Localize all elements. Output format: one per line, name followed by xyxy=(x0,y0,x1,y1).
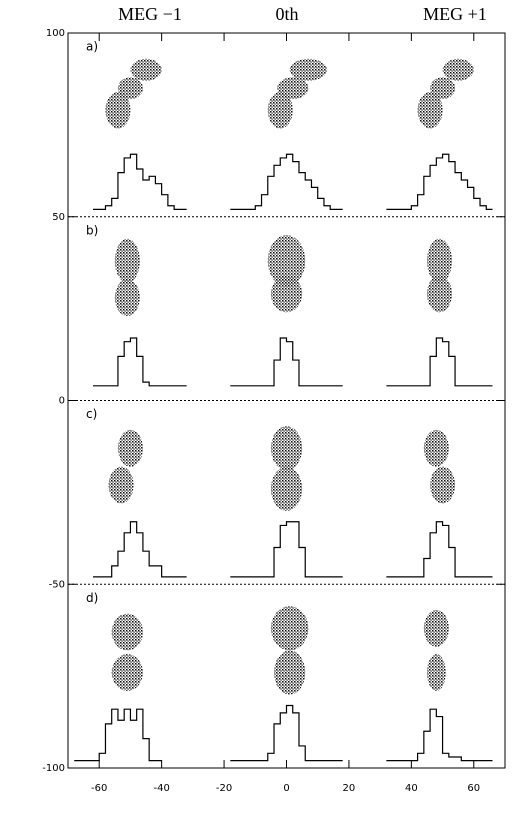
y-tick-label: -100 xyxy=(42,763,65,774)
panel-label: d) xyxy=(86,591,98,605)
scatter-cloud xyxy=(267,235,306,287)
x-tick-label: 20 xyxy=(343,783,356,794)
histogram xyxy=(230,153,343,210)
scatter-cloud xyxy=(289,58,328,81)
scatter-cloud xyxy=(130,58,162,81)
scatter-cloud xyxy=(270,466,303,511)
scatter-cloud xyxy=(117,429,143,467)
scatter-cloud xyxy=(442,58,474,81)
column-title: MEG +1 xyxy=(423,4,487,24)
histogram xyxy=(230,337,343,387)
x-tick-label: 0 xyxy=(283,783,289,794)
scatter-cloud xyxy=(114,279,140,316)
x-tick-label: -20 xyxy=(216,783,232,794)
panel-label: b) xyxy=(86,223,98,237)
scatter-cloud xyxy=(117,77,143,100)
y-tick-label: 100 xyxy=(46,28,65,39)
x-tick-label: 40 xyxy=(405,783,418,794)
scatter-cloud xyxy=(111,613,143,651)
panel-label: a) xyxy=(86,40,98,54)
histogram xyxy=(386,337,493,387)
scatter-cloud xyxy=(423,609,449,647)
histogram xyxy=(230,704,343,762)
x-tick-label: -40 xyxy=(153,783,169,794)
scatter-cloud xyxy=(426,275,452,313)
scatter-cloud xyxy=(426,654,446,691)
scatter-cloud xyxy=(111,654,143,691)
histogram xyxy=(74,708,162,762)
x-tick-label: -60 xyxy=(91,783,107,794)
scatter-cloud xyxy=(274,650,306,695)
plot-content: MEG −1 0th MEG +1 -60 -40 -20 0 20 40 60 -100 -50 0 5… xyxy=(42,4,505,794)
scatter-cloud xyxy=(108,466,134,504)
x-tick-label: 60 xyxy=(467,783,480,794)
scatter-cloud xyxy=(267,91,293,129)
histogram xyxy=(92,337,187,387)
scatter-cloud xyxy=(423,429,449,467)
column-title: 0th xyxy=(275,4,298,24)
scatter-cloud xyxy=(417,91,443,129)
scatter-cloud xyxy=(270,606,309,651)
y-tick-label: -50 xyxy=(49,579,65,590)
histogram xyxy=(92,521,187,578)
scatter-cloud xyxy=(277,77,309,100)
histogram xyxy=(386,153,493,210)
histogram xyxy=(92,153,187,210)
histogram xyxy=(386,521,493,578)
scatter-cloud xyxy=(430,77,456,100)
y-tick-label: 50 xyxy=(52,212,65,223)
y-tick-label: 0 xyxy=(59,396,65,407)
scatter-cloud xyxy=(426,238,452,283)
scatter-cloud xyxy=(105,91,131,129)
histogram xyxy=(386,708,493,762)
scatter-cloud xyxy=(270,275,303,313)
column-title: MEG −1 xyxy=(118,4,182,24)
scatter-cloud xyxy=(114,238,140,283)
scatter-cloud xyxy=(270,426,303,471)
histogram xyxy=(230,521,343,578)
scatter-cloud xyxy=(430,466,456,504)
panel-label: c) xyxy=(86,407,97,421)
